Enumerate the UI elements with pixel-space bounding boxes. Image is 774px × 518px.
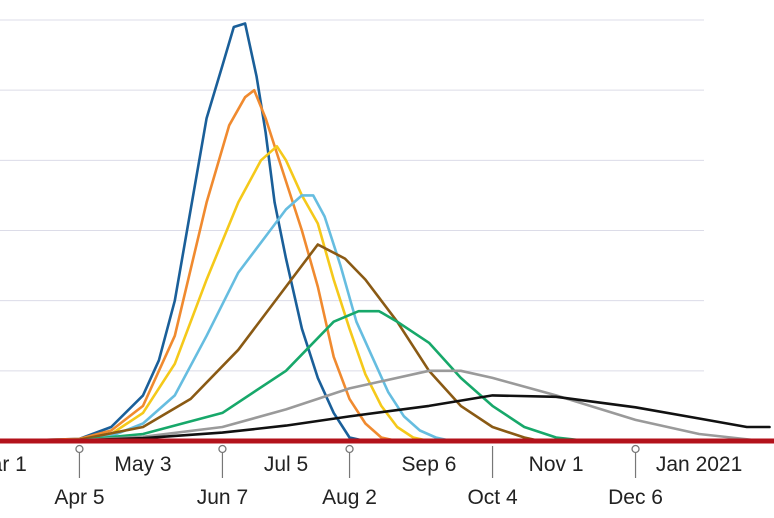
series-line-8 <box>0 394 771 443</box>
gridlines <box>0 19 704 372</box>
x-tick-label: May 3 <box>114 453 171 476</box>
x-tick-label: Jul 5 <box>264 453 308 476</box>
series-line-3 <box>0 145 431 443</box>
x-tick-marker <box>218 444 227 454</box>
x-tick-label: Nov 1 <box>529 453 584 476</box>
x-tick-label: Dec 6 <box>608 486 663 509</box>
x-tick-label: Jun 7 <box>197 486 248 509</box>
series-line-4 <box>0 194 454 443</box>
series-line-1 <box>0 22 367 443</box>
x-tick-marker <box>345 444 354 454</box>
series-line-2 <box>0 88 399 443</box>
x-tick-label: Oct 4 <box>467 486 518 509</box>
series-line-5 <box>0 243 542 443</box>
series-line-6 <box>0 309 590 443</box>
x-tick-label: Jan 2021 <box>656 453 742 476</box>
x-tick-marker <box>631 444 640 454</box>
x-tick-label: Mar 1 <box>0 453 27 476</box>
x-axis-ticks: Mar 1 Apr 5 May 3 Jun 7 Jul 5 Aug 2 Sep 6 Oct 4… <box>0 444 742 509</box>
series-lines <box>0 22 771 443</box>
x-tick-label: Sep 6 <box>402 453 457 476</box>
x-tick-label: Aug 2 <box>322 486 377 509</box>
series-line-7 <box>0 369 765 443</box>
x-tick-label: Apr 5 <box>54 486 104 509</box>
x-tick-marker <box>75 444 84 454</box>
